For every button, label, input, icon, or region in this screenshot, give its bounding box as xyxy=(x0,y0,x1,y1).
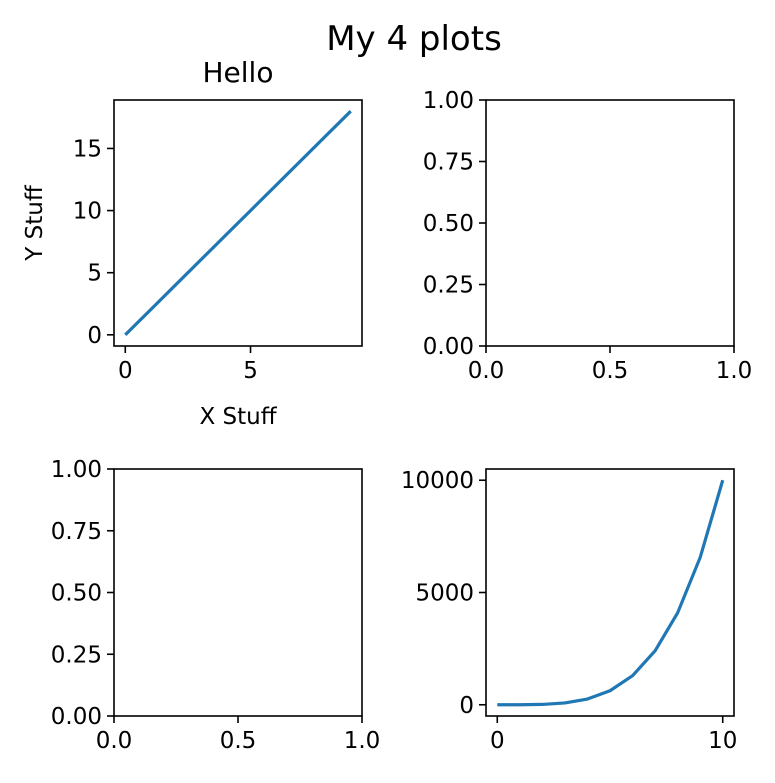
axes-frame xyxy=(113,468,363,717)
x-tick-label: 0.5 xyxy=(220,728,257,754)
x-tick-label: 5 xyxy=(243,358,258,384)
x-axis-label: X Stuff xyxy=(199,404,277,430)
subplot-bottom-left: 0.0 0.5 1.0 0.00 0.25 0.50 0.75 1.00 xyxy=(51,457,381,754)
figure-suptitle: My 4 plots xyxy=(326,19,502,59)
x-tick-label: 0.5 xyxy=(592,358,629,384)
y-axis-label: Y Stuff xyxy=(22,184,48,262)
y-tick-label: 5 xyxy=(87,261,102,287)
axes-frame xyxy=(113,99,363,347)
y-tick-label: 10 xyxy=(73,199,102,225)
axes-frame xyxy=(485,468,735,717)
y-tick-label: 1.00 xyxy=(51,457,102,483)
y-tick-label: 0.75 xyxy=(51,519,102,545)
y-tick-label: 0.25 xyxy=(51,642,102,668)
y-tick-label: 0.00 xyxy=(51,704,102,730)
x-tick-label: 10 xyxy=(708,728,737,754)
subplot-top-right: 0.0 0.5 1.0 0.00 0.25 0.50 0.75 1.00 xyxy=(423,88,753,384)
axes-frame xyxy=(485,99,735,347)
x-tick-label: 0.0 xyxy=(96,728,133,754)
y-tick-label: 0.25 xyxy=(423,273,474,299)
subplot-bottom-right: 0 10 0 5000 10000 xyxy=(401,468,737,754)
y-tick-label: 0 xyxy=(87,323,102,349)
y-tick-label: 1.00 xyxy=(423,88,474,114)
subplot-title: Hello xyxy=(203,56,274,89)
y-tick-label: 0.50 xyxy=(423,211,474,237)
y-tick-label: 0 xyxy=(459,693,474,719)
y-tick-label: 15 xyxy=(73,136,102,162)
y-tick-label: 0.75 xyxy=(423,150,474,176)
x-tick-label: 0 xyxy=(118,358,133,384)
x-tick-label: 0.0 xyxy=(468,358,505,384)
y-tick-label: 10000 xyxy=(401,468,474,494)
y-tick-label: 0.00 xyxy=(423,334,474,360)
series-line xyxy=(124,110,352,336)
series-line xyxy=(497,479,725,707)
y-tick-label: 0.50 xyxy=(51,581,102,607)
x-tick-label: 1.0 xyxy=(344,728,381,754)
x-tick-label: 0 xyxy=(490,728,505,754)
y-tick-label: 5000 xyxy=(415,581,474,607)
subplot-top-left: 0 5 0 5 10 15 Hello X Stuff Y Stuff xyxy=(22,56,363,430)
x-tick-label: 1.0 xyxy=(716,358,753,384)
